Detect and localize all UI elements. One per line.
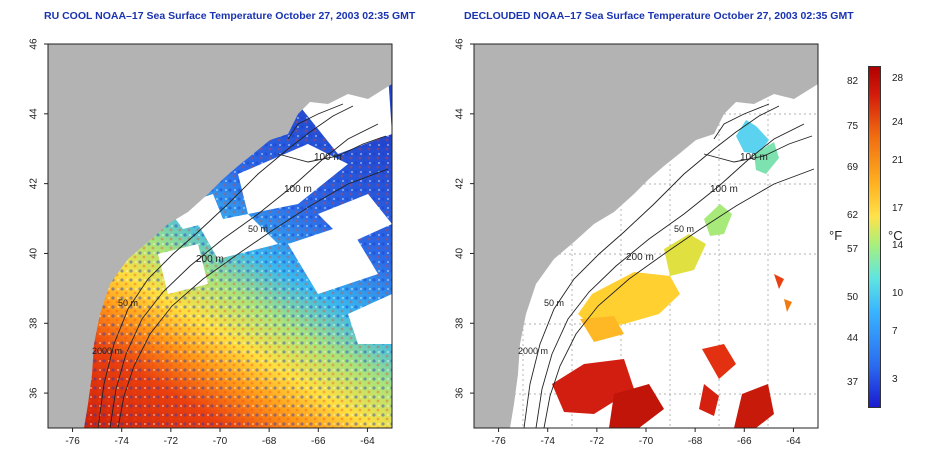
isobath-label: 2000 m xyxy=(518,346,548,356)
lon-tick-label: -76 xyxy=(491,436,506,447)
sst-map-raw: 100 m 100 m 50 m 200 m 50 m 2000 m -76 -7… xyxy=(29,38,393,447)
panel-2-title: DECLOUDED NOAA–17 Sea Surface Temperatur… xyxy=(464,10,854,22)
isobath-label: 100 m xyxy=(710,184,738,195)
isobath-label: 200 m xyxy=(626,252,654,263)
isobath-labels: 100 m 100 m 50 m 200 m 50 m 2000 m xyxy=(92,152,342,356)
isobath-lines xyxy=(97,103,389,428)
isobath-label: 100 m xyxy=(284,184,312,195)
isobath-label: 100 m xyxy=(740,152,768,163)
colorbar xyxy=(868,66,881,408)
panel-1-title: RU COOL NOAA–17 Sea Surface Temperature … xyxy=(44,10,416,22)
lon-tick-label: -68 xyxy=(688,436,703,447)
fahrenheit-unit: °F xyxy=(829,228,843,243)
lat-tick-label: 42 xyxy=(455,178,466,190)
isobath-label: 50 m xyxy=(674,224,694,234)
lat-tick-label: 42 xyxy=(29,178,40,190)
isobath-label: 50 m xyxy=(544,298,564,308)
lat-tick-label: 46 xyxy=(29,38,40,50)
sst-map-declouded: 100 m 100 m 50 m 200 m 50 m 2000 m -76 -7… xyxy=(455,38,819,447)
lon-tick-label: -74 xyxy=(114,436,129,447)
lat-tick-label: 38 xyxy=(455,317,466,329)
cloud-mask xyxy=(158,74,392,344)
celsius-unit: °C xyxy=(888,228,903,243)
lat-tick-label: 36 xyxy=(455,387,466,399)
isobath-label: 2000 m xyxy=(92,346,122,356)
lat-tick-label: 36 xyxy=(29,387,40,399)
celsius-label: 3 xyxy=(892,373,898,385)
lon-tick-label: -64 xyxy=(360,436,375,447)
land-mask xyxy=(48,44,392,428)
lon-tick-label: -76 xyxy=(65,436,80,447)
lon-tick-label: -70 xyxy=(213,436,228,447)
fahrenheit-label: 75 xyxy=(847,120,859,132)
sst-map-declouded-svg: 100 m 100 m 50 m 200 m 50 m 2000 m -76 -7… xyxy=(455,38,819,447)
celsius-label: 24 xyxy=(892,117,904,129)
lon-tick-label: -66 xyxy=(311,436,326,447)
celsius-label: 10 xyxy=(892,288,904,300)
axis-ticks: -76 -74 -72 -70 -68 -66 -64 36 38 40 42 44 46 xyxy=(29,38,375,447)
lat-tick-label: 38 xyxy=(29,317,40,329)
isobath-lines xyxy=(523,103,815,428)
fahrenheit-label: 44 xyxy=(847,332,859,344)
celsius-label: 21 xyxy=(892,154,904,166)
lon-tick-label: -64 xyxy=(786,436,801,447)
isobath-labels: 100 m 100 m 50 m 200 m 50 m 2000 m xyxy=(518,152,768,356)
sst-map-raw-svg: 100 m 100 m 50 m 200 m 50 m 2000 m -76 -7… xyxy=(29,38,393,447)
lon-tick-label: -72 xyxy=(590,436,605,447)
lon-tick-label: -74 xyxy=(540,436,555,447)
isobath-label: 200 m xyxy=(196,254,224,265)
celsius-label: 14 xyxy=(892,240,904,252)
isobath-label: 50 m xyxy=(118,298,138,308)
fahrenheit-label: 62 xyxy=(847,209,859,221)
lat-tick-label: 46 xyxy=(455,38,466,50)
sst-patches xyxy=(552,120,792,428)
fahrenheit-label: 37 xyxy=(847,377,859,389)
lat-tick-label: 44 xyxy=(29,108,40,120)
lon-tick-label: -70 xyxy=(639,436,654,447)
celsius-label: 28 xyxy=(892,72,904,84)
fahrenheit-label: 57 xyxy=(847,243,859,255)
lon-tick-label: -66 xyxy=(737,436,752,447)
land-mask xyxy=(474,44,818,428)
lon-tick-label: -68 xyxy=(262,436,277,447)
lat-tick-label: 40 xyxy=(29,247,40,259)
celsius-label: 17 xyxy=(892,202,904,214)
fahrenheit-label: 82 xyxy=(847,76,859,88)
lat-tick-label: 40 xyxy=(455,247,466,259)
fahrenheit-label: 69 xyxy=(847,161,859,173)
fahrenheit-label: 50 xyxy=(847,291,859,303)
celsius-label: 7 xyxy=(892,325,898,337)
axis-ticks: -76 -74 -72 -70 -68 -66 -64 36 38 40 42 44 46 xyxy=(455,38,801,447)
lon-tick-label: -72 xyxy=(164,436,179,447)
isobath-label: 100 m xyxy=(314,152,342,163)
isobath-label: 50 m xyxy=(248,224,268,234)
lat-tick-label: 44 xyxy=(455,108,466,120)
